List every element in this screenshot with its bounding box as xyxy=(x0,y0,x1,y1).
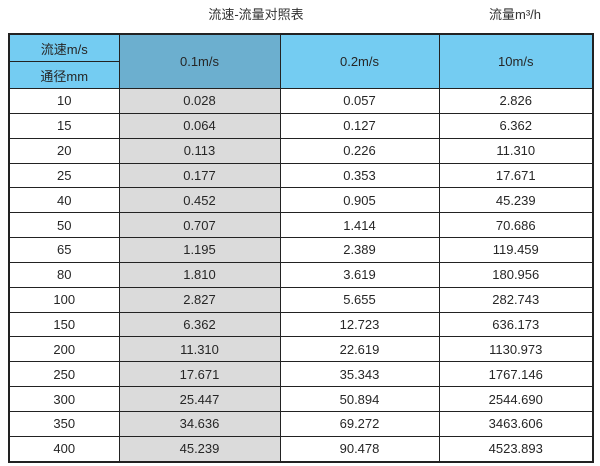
diameter-cell: 10 xyxy=(8,88,120,114)
table-row: 400 45.239 90.478 4523.893 xyxy=(8,435,594,463)
header-row-bottom: 通径mm xyxy=(8,61,593,89)
table-title: 流速-流量对照表 xyxy=(208,7,304,22)
table-row: 300 25.447 50.894 2544.690 xyxy=(8,386,594,412)
flow-value-cell: 34.636 xyxy=(118,410,281,437)
flow-value-cell: 2.826 xyxy=(438,88,594,114)
flow-value-cell: 35.343 xyxy=(279,361,440,388)
flow-value-cell: 69.272 xyxy=(279,410,440,437)
flow-value-cell: 0.113 xyxy=(118,137,281,164)
table-row: 15 0.064 0.127 6.362 xyxy=(8,112,594,139)
flow-value-cell: 1.195 xyxy=(118,237,281,263)
table-row: 100 2.827 5.655 282.743 xyxy=(8,286,594,313)
flow-value-cell: 5.655 xyxy=(279,286,440,313)
table-row: 50 0.707 1.414 70.686 xyxy=(8,212,594,239)
table-row: 40 0.452 0.905 45.239 xyxy=(8,187,594,214)
flow-value-cell: 119.459 xyxy=(438,237,594,263)
diameter-cell: 300 xyxy=(8,386,120,412)
flow-value-cell: 6.362 xyxy=(118,311,281,338)
flow-value-cell: 636.173 xyxy=(438,311,594,338)
flow-value-cell: 1767.146 xyxy=(438,361,594,388)
flow-value-cell: 11.310 xyxy=(118,336,281,363)
flow-value-cell: 0.177 xyxy=(118,162,281,189)
column-header-0-1ms: 0.1m/s xyxy=(118,33,281,89)
flow-value-cell: 4523.893 xyxy=(438,435,594,463)
table-row: 80 1.810 3.619 180.956 xyxy=(8,261,594,288)
flow-value-cell: 0.064 xyxy=(118,112,281,139)
flow-value-cell: 17.671 xyxy=(118,361,281,388)
diameter-cell: 100 xyxy=(8,286,120,313)
diameter-cell: 400 xyxy=(8,435,120,463)
table-row: 65 1.195 2.389 119.459 xyxy=(8,237,594,263)
flow-value-cell: 0.353 xyxy=(279,162,440,189)
diameter-cell: 40 xyxy=(8,187,120,214)
flow-value-cell: 45.239 xyxy=(438,187,594,214)
flow-value-cell: 90.478 xyxy=(279,435,440,463)
flow-value-cell: 180.956 xyxy=(438,261,594,288)
table-row: 350 34.636 69.272 3463.606 xyxy=(8,410,594,437)
flow-value-cell: 11.310 xyxy=(438,137,594,164)
diameter-cell: 150 xyxy=(8,311,120,338)
flow-value-cell: 1.810 xyxy=(118,261,281,288)
table-row: 150 6.362 12.723 636.173 xyxy=(8,311,594,338)
header-row-top: 流速m/s 0.1m/s 0.2m/s 10m/s xyxy=(8,33,594,89)
flow-value-cell: 0.127 xyxy=(279,112,440,139)
diameter-cell: 200 xyxy=(8,336,120,363)
table-row: 20 0.113 0.226 11.310 xyxy=(8,137,594,164)
flow-value-cell: 6.362 xyxy=(438,112,594,139)
diameter-cell: 25 xyxy=(8,162,120,189)
table-row: 250 17.671 35.343 1767.146 xyxy=(8,361,594,388)
diameter-cell: 350 xyxy=(8,410,120,437)
flow-value-cell: 0.707 xyxy=(118,212,281,239)
flow-value-cell: 12.723 xyxy=(279,311,440,338)
flow-value-cell: 0.057 xyxy=(279,88,440,114)
flow-value-cell: 45.239 xyxy=(118,435,281,463)
table-body: 10 0.028 0.057 2.826 15 0.064 0.127 6.362 20 0.11… xyxy=(8,88,594,463)
flow-unit-label: 流量m³/h xyxy=(488,7,542,22)
flow-value-cell: 0.452 xyxy=(118,187,281,214)
flow-value-cell: 3463.606 xyxy=(438,410,594,437)
flow-value-cell: 0.028 xyxy=(118,88,281,114)
flow-value-cell: 3.619 xyxy=(279,261,440,288)
flow-value-cell: 2544.690 xyxy=(438,386,594,412)
flow-value-cell: 50.894 xyxy=(279,386,440,412)
flow-value-cell: 0.905 xyxy=(279,187,440,214)
flow-value-cell: 25.447 xyxy=(118,386,281,412)
flow-value-cell: 1130.973 xyxy=(438,336,594,363)
flow-value-cell: 0.226 xyxy=(279,137,440,164)
flow-value-cell: 1.414 xyxy=(279,212,440,239)
diameter-cell: 250 xyxy=(8,361,120,388)
flow-value-cell: 2.389 xyxy=(279,237,440,263)
table-row: 200 11.310 22.619 1130.973 xyxy=(8,336,594,363)
flow-rate-table: 流速m/s 0.1m/s 0.2m/s 10m/s 通径mm 10 0.028 0.… xyxy=(8,33,594,463)
corner-diameter-label: 通径mm xyxy=(8,61,120,89)
diameter-cell: 20 xyxy=(8,137,120,164)
diameter-cell: 50 xyxy=(8,212,120,239)
column-header-0-2ms: 0.2m/s xyxy=(279,33,440,89)
flow-value-cell: 17.671 xyxy=(438,162,594,189)
flow-value-cell: 282.743 xyxy=(438,286,594,313)
table-row: 10 0.028 0.057 2.826 xyxy=(8,88,594,114)
diameter-cell: 65 xyxy=(8,237,120,263)
diameter-cell: 80 xyxy=(8,261,120,288)
table-row: 25 0.177 0.353 17.671 xyxy=(8,162,594,189)
flow-value-cell: 2.827 xyxy=(118,286,281,313)
flow-value-cell: 22.619 xyxy=(279,336,440,363)
diameter-cell: 15 xyxy=(8,112,120,139)
column-header-10ms: 10m/s xyxy=(438,33,594,89)
table-header: 流速m/s 0.1m/s 0.2m/s 10m/s 通径mm xyxy=(8,33,594,89)
corner-velocity-label: 流速m/s xyxy=(8,33,120,62)
flow-value-cell: 70.686 xyxy=(438,212,594,239)
